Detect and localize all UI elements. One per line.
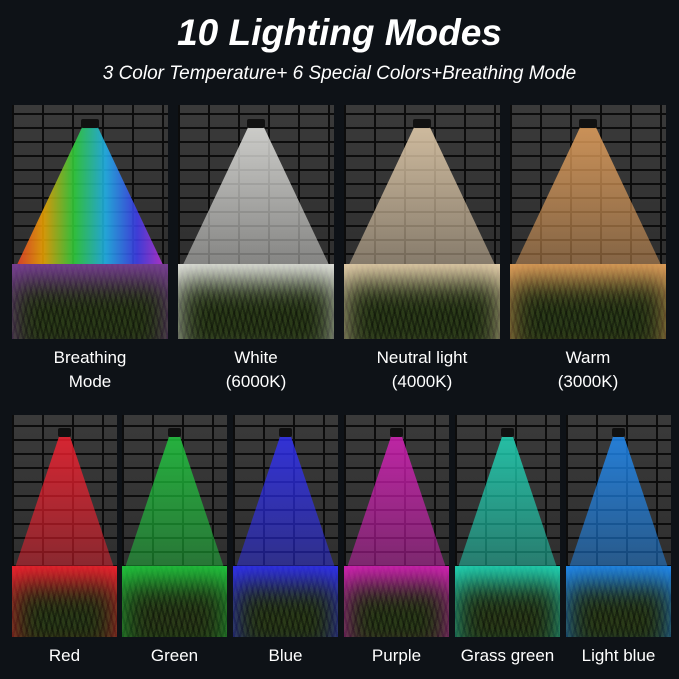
color-panel-2: [233, 415, 338, 637]
color-label: Light blue: [581, 646, 656, 665]
grass: [344, 565, 449, 637]
grass: [12, 264, 168, 339]
mode-sublabel: (3000K): [557, 372, 619, 391]
mode-label: White: [234, 348, 278, 367]
mode-label: Warm: [565, 348, 611, 367]
lamp-icon: [501, 428, 514, 438]
lamp-icon: [612, 428, 625, 438]
mode-sublabel: Mode: [68, 372, 112, 391]
color-panel-1: [122, 415, 227, 637]
lamp-icon: [58, 428, 71, 438]
grass: [12, 565, 117, 637]
grass: [233, 565, 338, 637]
lamp-icon: [390, 428, 403, 438]
lamp-icon: [279, 428, 292, 438]
color-panel-0: [12, 415, 117, 637]
lamp-icon: [246, 119, 266, 129]
mode-sublabel: (4000K): [391, 372, 453, 391]
color-panel-5: [566, 415, 671, 637]
color-label: Blue: [268, 646, 303, 665]
color-label: Green: [150, 646, 199, 665]
grass: [566, 565, 671, 637]
mode-panel-3: [510, 105, 666, 339]
subtitle: 3 Color Temperature+ 6 Special Colors+Br…: [102, 63, 577, 84]
lamp-icon: [168, 428, 181, 438]
grass: [122, 565, 227, 637]
color-label: Red: [48, 646, 81, 665]
color-label: Purple: [371, 646, 422, 665]
mode-label: Neutral light: [376, 348, 468, 367]
lamp-icon: [80, 119, 100, 129]
lamp-icon: [578, 119, 598, 129]
grass: [455, 565, 560, 637]
grass: [178, 264, 334, 339]
mode-panel-1: [178, 105, 334, 339]
color-panel-3: [344, 415, 449, 637]
mode-panel-2: [344, 105, 500, 339]
mode-sublabel: (6000K): [225, 372, 287, 391]
mode-label: Breathing: [53, 348, 127, 367]
grass: [510, 264, 666, 339]
mode-panel-0: [12, 105, 168, 339]
color-label: Grass green: [460, 646, 555, 665]
lamp-icon: [412, 119, 432, 129]
title: 10 Lighting Modes: [177, 12, 502, 53]
grass: [344, 264, 500, 339]
color-panel-4: [455, 415, 560, 637]
